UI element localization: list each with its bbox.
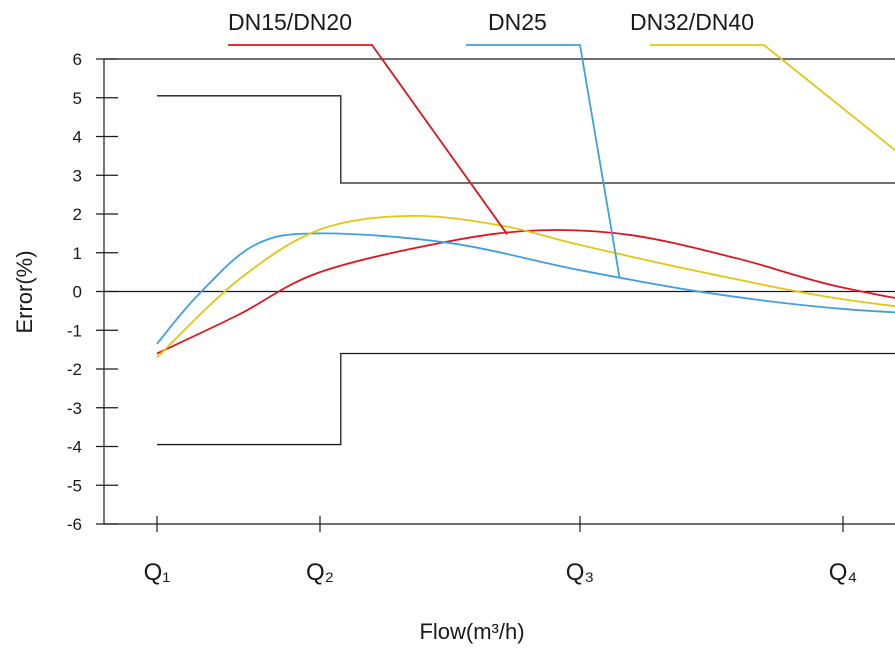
series-line-dn15-dn20 bbox=[156, 229, 895, 355]
tolerance-limits bbox=[157, 95, 895, 446]
upper-limit-line bbox=[157, 95, 895, 184]
legend: DN15/DN20 DN25 DN32/DN40 bbox=[228, 9, 895, 278]
y-tick-label: 6 bbox=[73, 50, 82, 69]
series-line-dn25 bbox=[156, 232, 895, 345]
axes: 6 5 4 3 2 1 0 -1 -2 -3 -4 -5 -6 Q₁ Q₂ Q₃ Q₄ bbox=[67, 50, 895, 586]
legend-leader-dn32-dn40 bbox=[650, 44, 895, 152]
y-tick-label: 5 bbox=[73, 89, 82, 108]
y-tick-label: 4 bbox=[73, 128, 82, 147]
x-tick-label: Q₂ bbox=[306, 559, 334, 586]
legend-label-dn32-dn40: DN32/DN40 bbox=[630, 9, 754, 35]
y-tick-label: 3 bbox=[73, 166, 82, 185]
y-tick-label: 1 bbox=[73, 244, 82, 263]
y-tick-label: -4 bbox=[67, 438, 82, 457]
y-tick-label: -2 bbox=[67, 360, 82, 379]
x-tick-label: Q₄ bbox=[829, 559, 857, 586]
legend-label-dn15-dn20: DN15/DN20 bbox=[228, 9, 352, 35]
y-axis-label: Error(%) bbox=[12, 250, 37, 333]
x-tick-label: Q₁ bbox=[144, 559, 171, 586]
x-axis-label: Flow(m³/h) bbox=[419, 619, 524, 644]
y-tick-label: -6 bbox=[67, 515, 82, 534]
lower-limit-line bbox=[157, 352, 895, 446]
legend-label-dn25: DN25 bbox=[488, 9, 547, 35]
y-tick-label: 0 bbox=[73, 283, 82, 302]
legend-leader-dn15-dn20 bbox=[228, 44, 508, 235]
y-tick-label: -5 bbox=[67, 476, 82, 495]
series-line-dn32-dn40 bbox=[156, 215, 895, 359]
y-tick-label: -1 bbox=[67, 321, 82, 340]
series-lines bbox=[156, 215, 895, 359]
x-tick-label: Q₃ bbox=[566, 559, 594, 586]
legend-leader-dn25 bbox=[466, 44, 621, 278]
y-tick-label: 2 bbox=[73, 205, 82, 224]
y-tick-label: -3 bbox=[67, 399, 82, 418]
